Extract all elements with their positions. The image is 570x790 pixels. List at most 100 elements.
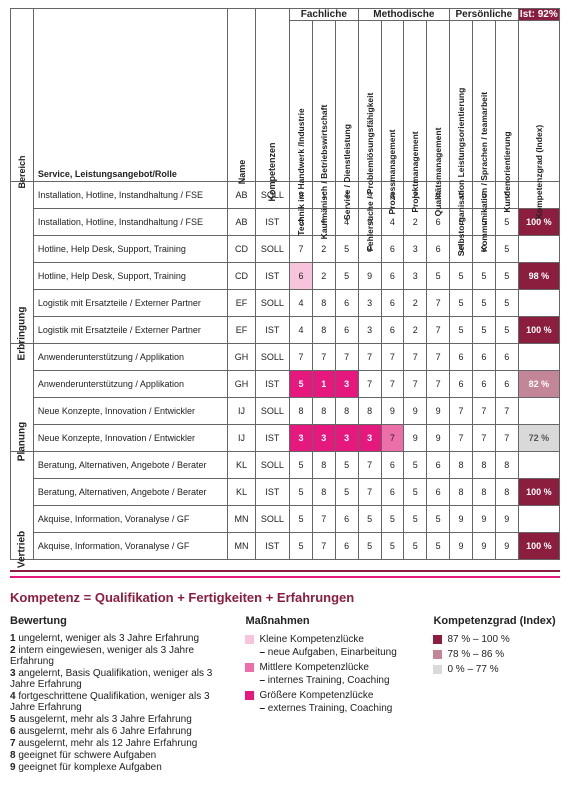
value-cell: 6 (335, 317, 358, 344)
table-row: Beratung, Alternativen, Angebote / Berat… (11, 479, 560, 506)
value-cell: 8 (312, 317, 335, 344)
bewertung-item: 9 geeignet für komplexe Aufgaben (10, 762, 231, 773)
bewertung-item: 2 intern eingewiesen, weniger als 3 Jahr… (10, 645, 231, 667)
value-cell: 6 (495, 371, 518, 398)
col-name: Name (237, 160, 247, 185)
value-cell: 7 (427, 317, 450, 344)
value-cell: 7 (290, 344, 313, 371)
value-cell: 6 (472, 371, 495, 398)
role-cell: Logistik mit Ersatzteile / Externer Part… (33, 317, 227, 344)
bewertung-item: 4 fortgeschrittene Qualifikation, wenige… (10, 691, 231, 713)
index-cell: 98 % (518, 263, 559, 290)
col-komp: Kompetenzen (267, 142, 277, 201)
value-cell: 7 (381, 344, 404, 371)
legend-bewertung: Bewertung 1 ungelernt, weniger als 3 Jah… (10, 615, 231, 774)
index-cell: 100 % (518, 317, 559, 344)
name-cell: KL (228, 479, 255, 506)
value-cell: 6 (381, 479, 404, 506)
value-cell: 7 (358, 479, 381, 506)
role-cell: Anwenderunterstützung / Applikation (33, 344, 227, 371)
index-cell (518, 236, 559, 263)
role-cell: Akquise, Information, Voranalyse / GF (33, 533, 227, 560)
komp-cell: IST (255, 209, 289, 236)
mass-title: Maßnahmen (245, 615, 419, 627)
col-c4: Fehlersuche / Problemlösungsfähigkeit (365, 93, 375, 252)
value-cell: 9 (427, 398, 450, 425)
role-cell: Beratung, Alternativen, Angebote / Berat… (33, 479, 227, 506)
table-row: Installation, Hotline, Instandhaltung / … (11, 209, 560, 236)
value-cell: 5 (335, 263, 358, 290)
value-cell: 6 (450, 371, 473, 398)
value-cell: 9 (404, 398, 427, 425)
role-cell: Beratung, Alternativen, Angebote / Berat… (33, 452, 227, 479)
index-cell: 72 % (518, 425, 559, 452)
value-cell: 9 (495, 506, 518, 533)
color-swatch (433, 635, 442, 644)
value-cell: 8 (312, 398, 335, 425)
value-cell: 8 (312, 479, 335, 506)
value-cell: 6 (381, 263, 404, 290)
table-row: PlanungAnwenderunterstützung / Applikati… (11, 344, 560, 371)
table-row: Logistik mit Ersatzteile / Externer Part… (11, 290, 560, 317)
bewertung-item: 5 ausgelernt, mehr als 3 Jahre Erfahrung (10, 714, 231, 725)
komp-cell: IST (255, 533, 289, 560)
index-cell (518, 398, 559, 425)
role-cell: Neue Konzepte, Innovation / Entwickler (33, 425, 227, 452)
color-swatch (245, 635, 254, 644)
value-cell: 7 (312, 506, 335, 533)
value-cell: 6 (335, 533, 358, 560)
value-cell: 5 (427, 263, 450, 290)
value-cell: 9 (358, 263, 381, 290)
value-cell: 6 (335, 290, 358, 317)
index-cell (518, 290, 559, 317)
role-cell: Hotline, Help Desk, Support, Training (33, 236, 227, 263)
value-cell: 4 (290, 317, 313, 344)
value-cell: 5 (290, 371, 313, 398)
name-cell: IJ (228, 425, 255, 452)
col-c3: Service / Dienstleistung (342, 124, 352, 220)
value-cell: 7 (495, 425, 518, 452)
group-persoenliche: Persönliche (450, 9, 519, 21)
name-cell: GH (228, 344, 255, 371)
table-row: Neue Konzepte, Innovation / EntwicklerIJ… (11, 398, 560, 425)
name-cell: CD (228, 263, 255, 290)
value-cell: 6 (335, 506, 358, 533)
name-cell: MN (228, 533, 255, 560)
value-cell: 2 (404, 317, 427, 344)
value-cell: 4 (290, 290, 313, 317)
name-cell: AB (228, 209, 255, 236)
bewertung-title: Bewertung (10, 615, 231, 627)
bewertung-item: 6 ausgelernt, mehr als 6 Jahre Erfahrung (10, 726, 231, 737)
value-cell: 5 (427, 506, 450, 533)
value-cell: 7 (381, 371, 404, 398)
value-cell: 9 (381, 398, 404, 425)
value-cell: 1 (312, 371, 335, 398)
value-cell: 5 (290, 479, 313, 506)
value-cell: 5 (472, 290, 495, 317)
value-cell: 5 (381, 533, 404, 560)
value-cell: 6 (472, 344, 495, 371)
table-row: Anwenderunterstützung / ApplikationGHIST… (11, 371, 560, 398)
group-header-row: Bereich Service, Leistungsangebot/Rolle … (11, 9, 560, 21)
komp-cell: IST (255, 317, 289, 344)
value-cell: 5 (404, 506, 427, 533)
name-cell: KL (228, 452, 255, 479)
col-c2: Kaufmänisch / Betriebswirtschaft (319, 105, 329, 240)
col-c9: Kommunikation / Sprachen / teamarbeit (479, 92, 489, 252)
komp-cell: SOLL (255, 344, 289, 371)
value-cell: 6 (381, 290, 404, 317)
value-cell: 6 (427, 479, 450, 506)
value-cell: 7 (312, 344, 335, 371)
grad-item: 78 % – 86 % (433, 648, 560, 661)
name-cell: MN (228, 506, 255, 533)
value-cell: 8 (472, 479, 495, 506)
value-cell: 3 (404, 236, 427, 263)
komp-cell: IST (255, 425, 289, 452)
value-cell: 5 (358, 533, 381, 560)
color-swatch (245, 663, 254, 672)
col-c6: Projektmanagement (410, 131, 420, 212)
value-cell: 9 (472, 533, 495, 560)
mass-item: Mittlere Kompetenzlücke– internes Traini… (245, 661, 419, 687)
value-cell: 9 (404, 425, 427, 452)
komp-cell: SOLL (255, 506, 289, 533)
